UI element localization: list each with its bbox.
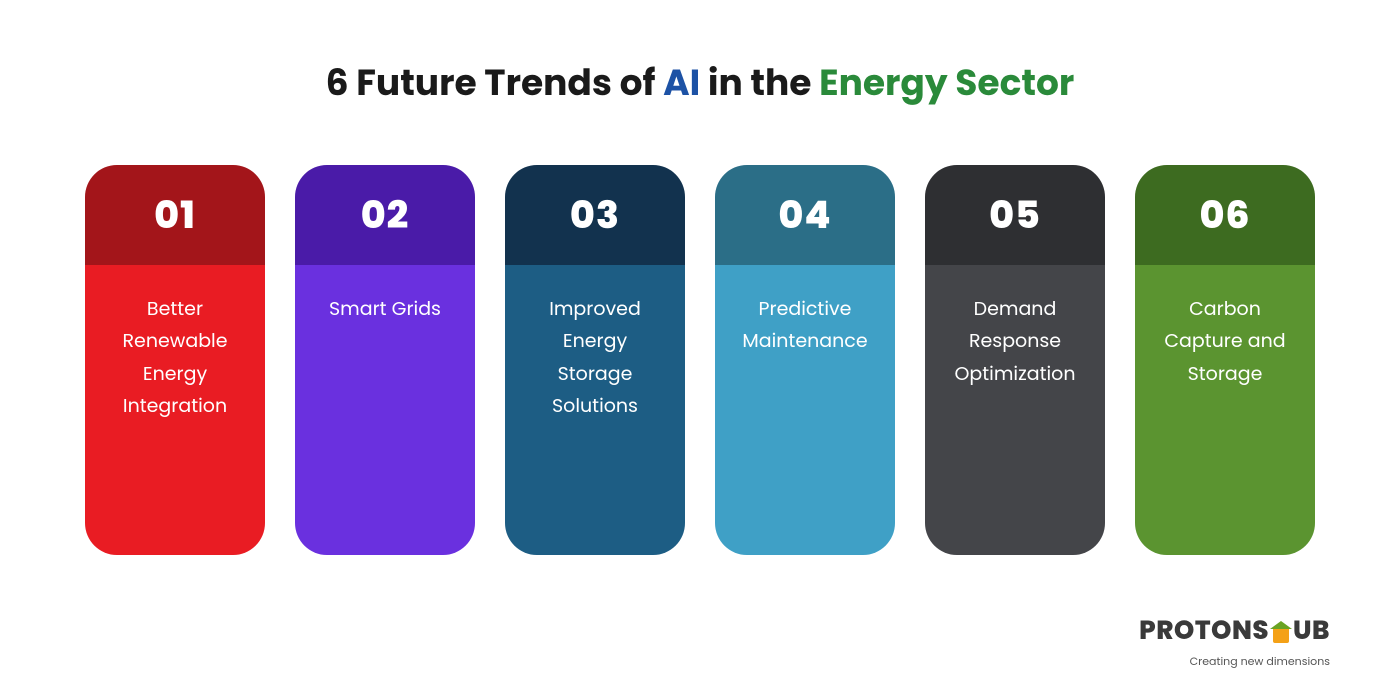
card-header: 01 bbox=[85, 165, 265, 265]
card-header: 04 bbox=[715, 165, 895, 265]
title-prefix: 6 Future Trends of bbox=[326, 57, 663, 108]
card-header: 02 bbox=[295, 165, 475, 265]
logo-tagline: Creating new dimensions bbox=[1139, 653, 1330, 670]
card-body: Predictive Maintenance bbox=[715, 265, 895, 555]
card-body: Demand Response Optimization bbox=[925, 265, 1105, 555]
card-label: Better Renewable Energy Integration bbox=[103, 293, 247, 422]
trend-card-3: 03 Improved Energy Storage Solutions bbox=[505, 165, 685, 555]
trend-card-4: 04 Predictive Maintenance bbox=[715, 165, 895, 555]
card-body: Smart Grids bbox=[295, 265, 475, 555]
card-body: Better Renewable Energy Integration bbox=[85, 265, 265, 555]
page-title: 6 Future Trends of AI in the Energy Sect… bbox=[0, 55, 1400, 110]
title-mid: in the bbox=[700, 57, 819, 108]
trend-card-2: 02 Smart Grids bbox=[295, 165, 475, 555]
logo-text-right: UB bbox=[1293, 612, 1330, 651]
cards-row: 01 Better Renewable Energy Integration 02 S… bbox=[0, 165, 1400, 555]
house-body-icon bbox=[1273, 629, 1289, 643]
card-header: 06 bbox=[1135, 165, 1315, 265]
logo-text-left: PROTONS bbox=[1139, 612, 1269, 651]
card-label: Demand Response Optimization bbox=[943, 293, 1087, 390]
trend-card-1: 01 Better Renewable Energy Integration bbox=[85, 165, 265, 555]
card-number: 03 bbox=[570, 187, 620, 244]
logo-area: PROTONS UB Creating new dimensions bbox=[1139, 612, 1330, 670]
card-number: 05 bbox=[989, 187, 1041, 244]
card-label: Improved Energy Storage Solutions bbox=[523, 293, 667, 422]
card-header: 03 bbox=[505, 165, 685, 265]
house-icon bbox=[1270, 621, 1292, 643]
card-number: 04 bbox=[778, 187, 831, 244]
card-label: Smart Grids bbox=[329, 293, 441, 325]
card-label: Predictive Maintenance bbox=[733, 293, 877, 358]
title-accent-ai: AI bbox=[663, 57, 700, 108]
logo: PROTONS UB bbox=[1139, 612, 1330, 651]
trend-card-5: 05 Demand Response Optimization bbox=[925, 165, 1105, 555]
card-number: 01 bbox=[154, 187, 196, 244]
card-body: Carbon Capture and Storage bbox=[1135, 265, 1315, 555]
trend-card-6: 06 Carbon Capture and Storage bbox=[1135, 165, 1315, 555]
card-label: Carbon Capture and Storage bbox=[1153, 293, 1297, 390]
card-number: 02 bbox=[361, 187, 410, 244]
title-accent-energy: Energy Sector bbox=[819, 57, 1074, 108]
card-header: 05 bbox=[925, 165, 1105, 265]
card-body: Improved Energy Storage Solutions bbox=[505, 265, 685, 555]
house-roof-icon bbox=[1270, 621, 1292, 629]
card-number: 06 bbox=[1199, 187, 1250, 244]
title-container: 6 Future Trends of AI in the Energy Sect… bbox=[0, 0, 1400, 110]
